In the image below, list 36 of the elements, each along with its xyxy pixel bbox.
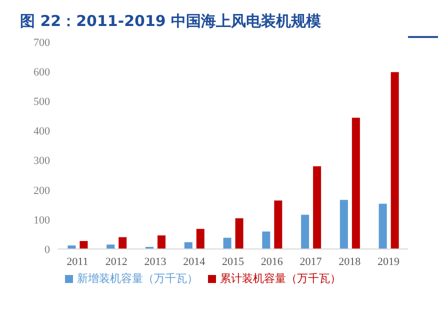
legend-label: 新增装机容量（万千瓦） [77, 272, 198, 285]
bar [262, 232, 270, 249]
x-tick-label: 2013 [144, 256, 167, 268]
y-tick-label: 400 [34, 126, 50, 138]
y-tick-label: 600 [34, 66, 50, 78]
bar [184, 242, 192, 249]
x-tick-label: 2016 [260, 256, 284, 268]
x-tick-label: 2017 [300, 256, 322, 268]
bar [106, 244, 115, 249]
y-tick-label: 700 [34, 36, 50, 49]
bar [196, 228, 204, 249]
bar [378, 204, 387, 249]
bar [235, 218, 244, 249]
y-tick-label: 500 [34, 96, 50, 108]
bar [80, 241, 88, 249]
y-tick-label: 100 [34, 214, 50, 226]
bar [390, 72, 399, 249]
chart-title: 图 22：2011-2019 中国海上风电装机规模 [19, 11, 322, 32]
y-tick-label: 200 [34, 184, 50, 197]
legend-label: 累计装机容量（万千瓦） [220, 272, 341, 285]
bar [118, 237, 127, 249]
bar [223, 238, 232, 249]
x-tick-label: 2018 [338, 256, 362, 268]
x-tick-label: 2014 [183, 256, 206, 268]
y-tick-label: 0 [44, 244, 50, 256]
bar [274, 200, 282, 249]
x-tick-label: 2019 [378, 256, 400, 268]
bar [313, 166, 322, 249]
x-tick-label: 2015 [222, 256, 244, 268]
y-tick-label: 300 [34, 155, 50, 168]
bar [352, 118, 360, 249]
bar [340, 200, 348, 249]
x-tick-label: 2012 [105, 256, 128, 268]
bar [301, 214, 310, 249]
x-tick-label: 2011 [66, 256, 88, 268]
bar [158, 235, 166, 249]
